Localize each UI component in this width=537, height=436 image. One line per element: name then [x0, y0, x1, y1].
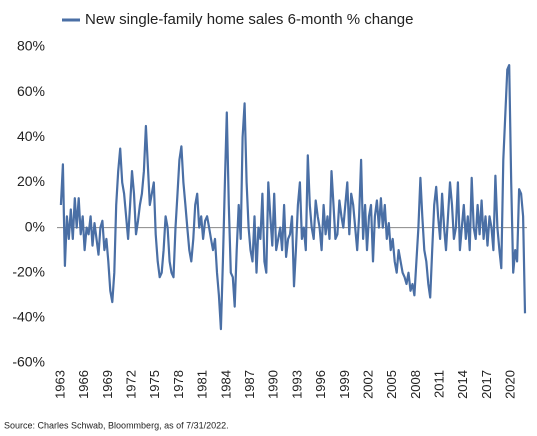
y-tick-label: 20%: [17, 173, 45, 189]
source-note: Source: Charles Schwab, Bloommberg, as o…: [4, 420, 229, 430]
y-tick-label: 80%: [17, 38, 45, 54]
x-tick-label: 1990: [266, 370, 281, 399]
x-tick-label: 2011: [432, 370, 447, 398]
x-tick-label: 2014: [455, 370, 470, 399]
x-tick-label: 2008: [408, 370, 423, 399]
y-tick-label: 0%: [25, 218, 45, 234]
y-tick-label: 40%: [17, 128, 45, 144]
legend-label: New single-family home sales 6-month % c…: [85, 11, 413, 28]
x-tick-label: 1969: [100, 370, 115, 399]
x-tick-label: 2017: [479, 370, 494, 399]
x-tick-label: 1975: [147, 370, 162, 399]
x-tick-label: 1963: [52, 370, 67, 399]
x-tick-label: 1996: [313, 370, 328, 399]
x-tick-label: 2020: [503, 370, 518, 399]
x-tick-label: 1984: [218, 370, 233, 399]
y-tick-label: -60%: [12, 354, 45, 370]
series-line: [59, 63, 527, 331]
y-tick-label: -40%: [12, 309, 45, 325]
x-tick-label: 1999: [337, 370, 352, 399]
x-tick-label: 1981: [195, 370, 210, 399]
x-tick-label: 1987: [242, 370, 257, 399]
y-tick-label: -20%: [12, 263, 45, 279]
x-tick-label: 2002: [360, 370, 375, 399]
y-tick-label: 60%: [17, 83, 45, 99]
x-tick-label: 1993: [289, 370, 304, 399]
x-tick-label: 2005: [384, 370, 399, 399]
x-tick-label: 1966: [76, 370, 91, 399]
x-tick-label: 1978: [171, 370, 186, 399]
x-tick-label: 1972: [123, 370, 138, 399]
